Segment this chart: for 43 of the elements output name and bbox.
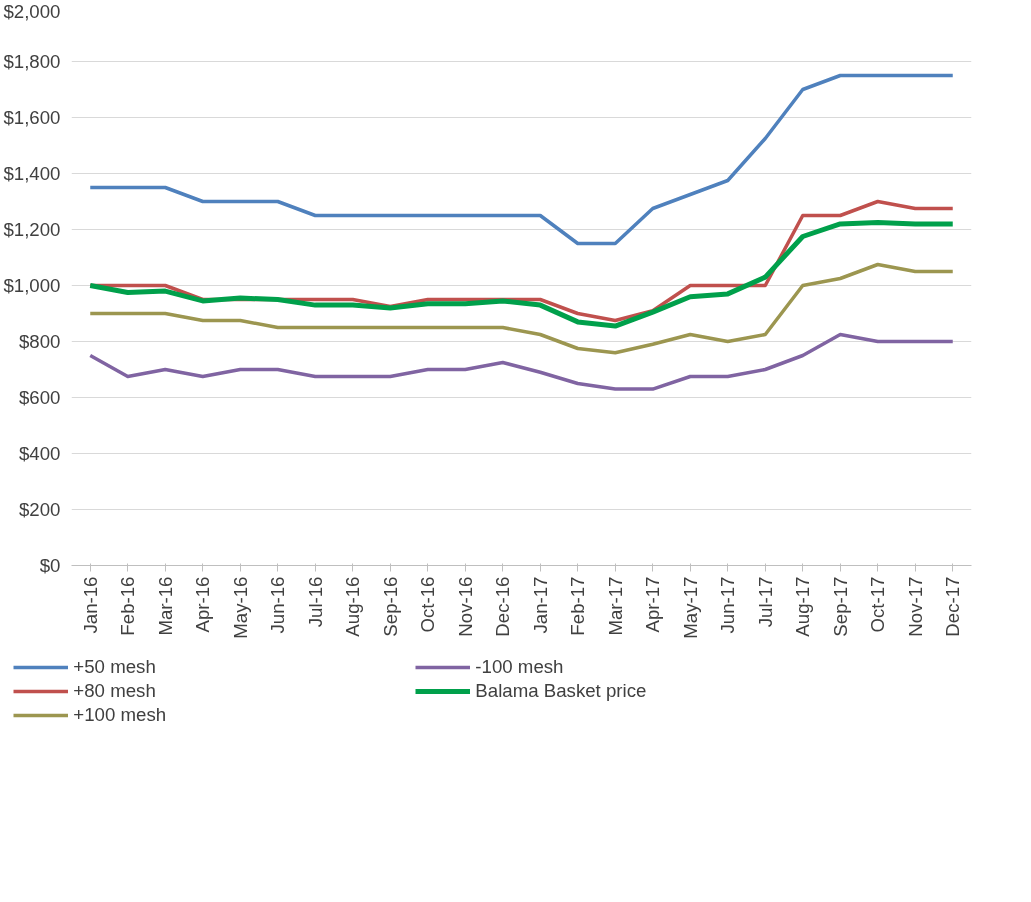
x-tick-label: Apr-16 <box>192 576 214 633</box>
y-tick-label: $1,600 <box>3 107 61 128</box>
line-series <box>88 332 955 391</box>
x-tick-label: Jul-16 <box>304 576 326 628</box>
y-tick-label: $1,800 <box>3 51 61 72</box>
x-tick-label: Oct-16 <box>417 576 439 633</box>
x-tick-label: Apr-17 <box>642 576 664 633</box>
x-tick-label: Aug-16 <box>342 576 364 637</box>
x-tick-label: Jun-16 <box>267 576 289 634</box>
x-tick-label: Sep-17 <box>829 576 851 637</box>
legend-label: Balama Basket price <box>475 680 648 702</box>
legend-label: +100 mesh <box>73 704 168 726</box>
y-tick-label: $1,400 <box>3 163 61 184</box>
y-tick-label: $1,000 <box>3 275 61 296</box>
x-tick-label: Feb-17 <box>567 576 589 636</box>
y-tick-label: $0 <box>39 555 61 576</box>
x-tick-label: May-17 <box>679 576 701 639</box>
x-tick-label: Feb-16 <box>117 576 139 636</box>
legend-label: +50 mesh <box>73 656 157 678</box>
x-tick-label: Aug-17 <box>792 576 814 637</box>
y-tick-label: $1,200 <box>3 219 61 240</box>
y-tick-label: $800 <box>19 331 61 352</box>
line-series <box>88 73 955 246</box>
y-tick-label: $200 <box>19 499 61 520</box>
x-tick-label: Nov-16 <box>454 576 476 637</box>
line-series <box>88 262 955 355</box>
x-tick-label: Mar-16 <box>154 576 176 636</box>
y-tick-label: $2,000 <box>3 0 61 22</box>
x-tick-label: Jun-17 <box>717 576 739 634</box>
legend-label: -100 mesh <box>475 656 565 678</box>
x-tick-label: May-16 <box>229 576 251 639</box>
y-tick-label: $400 <box>19 443 61 464</box>
x-tick-label: Sep-16 <box>379 576 401 637</box>
legend-label: +80 mesh <box>73 680 157 702</box>
y-tick-label: $600 <box>19 387 61 408</box>
x-tick-label: Jul-17 <box>754 576 776 628</box>
x-tick-label: Nov-17 <box>904 576 926 637</box>
x-tick-label: Dec-16 <box>492 576 514 637</box>
x-tick-label: Jan-16 <box>79 576 101 634</box>
x-tick-label: Dec-17 <box>942 576 964 637</box>
x-tick-label: Jan-17 <box>529 576 551 634</box>
x-tick-label: Mar-17 <box>604 576 626 636</box>
x-tick-label: Oct-17 <box>867 576 889 633</box>
